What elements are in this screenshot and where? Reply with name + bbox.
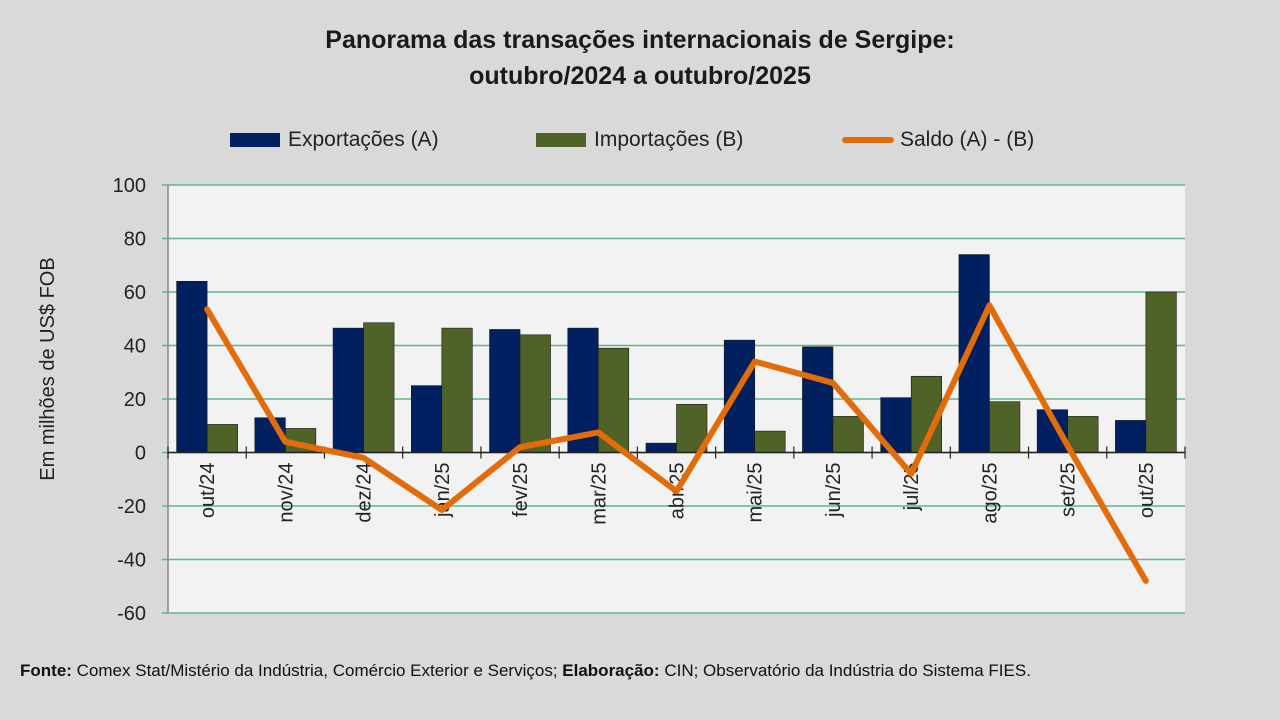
x-tick-label: nov/24 (275, 463, 297, 523)
x-tick-label: dez/24 (354, 463, 376, 523)
legend: Exportações (A) Importações (B) Saldo (A… (0, 128, 1280, 160)
legend-label-imports: Importações (B) (594, 128, 744, 151)
bar-exports (645, 442, 677, 453)
x-tick-label: jun/25 (823, 463, 845, 519)
y-tick-label: 40 (124, 336, 146, 358)
bar-imports (1145, 291, 1177, 453)
legend-item-saldo: Saldo (A) - (B) (842, 128, 1034, 152)
x-tick-label: mar/25 (588, 463, 610, 525)
footer-fonte-text: Comex Stat/Mistério da Indústria, Comérc… (71, 661, 563, 680)
point-saldo (597, 431, 599, 433)
x-tick-label: set/25 (1058, 463, 1080, 517)
chart-title-line1: Panorama das transações internacionais d… (325, 26, 955, 54)
y-axis-title: Em milhões de US$ FOB (37, 257, 59, 480)
footer-fonte-label: Fonte: (20, 661, 72, 680)
bar-exports (723, 339, 756, 453)
point-saldo (832, 382, 834, 384)
bar-imports (363, 322, 395, 453)
x-tick-label: fev/25 (510, 463, 532, 517)
point-saldo (441, 509, 443, 511)
bar-imports (519, 334, 551, 453)
point-saldo (1067, 445, 1069, 447)
bar-imports (754, 430, 786, 453)
y-tick-label: -40 (117, 550, 146, 572)
bar-exports (1115, 420, 1147, 453)
bar-imports (832, 416, 864, 453)
y-tick-label: 60 (124, 282, 146, 304)
point-saldo (676, 490, 677, 492)
point-saldo (363, 457, 365, 459)
point-saldo (910, 473, 912, 475)
bar-exports (489, 329, 521, 453)
legend-item-imports: Importações (B) (536, 128, 743, 152)
bar-exports (410, 385, 443, 453)
y-tick-label: 0 (135, 443, 146, 465)
y-tick-label: 20 (124, 389, 146, 411)
y-tick-label: 80 (124, 229, 146, 251)
bar-exports (176, 280, 208, 453)
legend-swatch-saldo (842, 137, 894, 143)
point-saldo (988, 304, 990, 306)
chart-title-line2: outubro/2024 a outubro/2025 (469, 62, 811, 90)
x-tick-label: ago/25 (979, 463, 1001, 524)
y-tick-label: 100 (113, 175, 146, 197)
bar-imports (441, 327, 473, 453)
bar-imports (989, 401, 1021, 453)
x-tick-label: mai/25 (745, 463, 767, 523)
legend-label-exports: Exportações (A) (288, 128, 439, 151)
source-footer: Fonte: Comex Stat/Mistério da Indústria,… (20, 658, 1260, 684)
y-tick-label: -20 (117, 496, 146, 518)
y-tick-label: -60 (117, 603, 146, 625)
legend-item-exports: Exportações (A) (230, 128, 439, 152)
x-tick-label: out/25 (1136, 463, 1158, 519)
bar-exports (958, 254, 990, 453)
legend-label-saldo: Saldo (A) - (B) (900, 128, 1035, 151)
point-saldo (206, 308, 208, 310)
bar-exports (802, 346, 834, 453)
legend-swatch-imports (536, 133, 586, 147)
x-tick-label: out/24 (197, 463, 219, 519)
legend-swatch-exports (230, 133, 280, 147)
footer-elaboracao-label: Elaboração: (562, 661, 660, 680)
bar-exports (332, 327, 364, 453)
bar-imports (206, 424, 238, 453)
point-saldo (754, 361, 756, 363)
chart-title: Panorama das transações internacionais d… (0, 22, 1280, 94)
point-saldo (519, 446, 521, 448)
x-tick-label: jul/25 (901, 463, 923, 512)
point-saldo (1145, 580, 1147, 582)
footer-elaboracao-text: CIN; Observatório da Indústria do Sistem… (659, 661, 1031, 680)
bar-imports (1067, 416, 1099, 453)
point-saldo (284, 441, 286, 443)
